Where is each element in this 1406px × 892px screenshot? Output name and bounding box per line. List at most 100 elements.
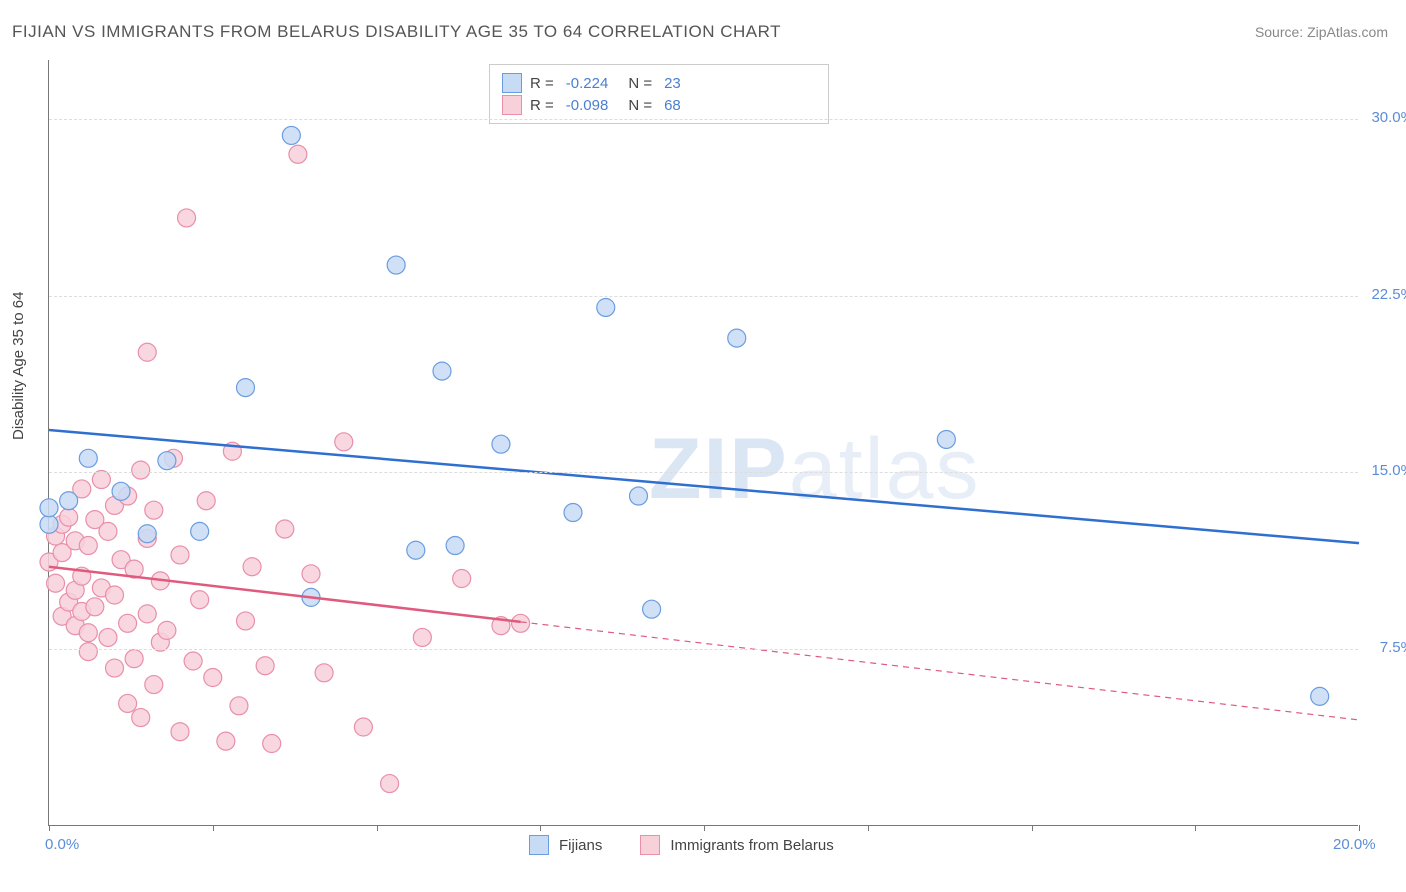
x-tick: [49, 825, 50, 831]
scatter-point: [230, 697, 248, 715]
scatter-point: [263, 735, 281, 753]
y-tick-label: 30.0%: [1371, 109, 1406, 126]
scatter-point: [407, 541, 425, 559]
scatter-point: [60, 492, 78, 510]
scatter-point: [106, 659, 124, 677]
x-tick: [704, 825, 705, 831]
scatter-point: [125, 650, 143, 668]
scatter-point: [86, 598, 104, 616]
legend-label-fijians: Fijians: [559, 837, 602, 854]
r-label: R =: [530, 75, 554, 92]
scatter-point: [145, 501, 163, 519]
y-tick-label: 7.5%: [1380, 639, 1406, 656]
x-tick-label: 0.0%: [45, 836, 79, 853]
scatter-point: [204, 669, 222, 687]
scatter-point: [171, 723, 189, 741]
legend-row-belarus: R = -0.098 N = 68: [502, 95, 816, 115]
scatter-point: [47, 574, 65, 592]
scatter-point: [145, 676, 163, 694]
scatter-point: [191, 522, 209, 540]
scatter-point: [512, 614, 530, 632]
r-label: R =: [530, 97, 554, 114]
scatter-point: [79, 624, 97, 642]
scatter-point: [335, 433, 353, 451]
x-tick: [1032, 825, 1033, 831]
series-legend: Fijians Immigrants from Belarus: [529, 835, 834, 855]
scatter-point: [728, 329, 746, 347]
scatter-point: [79, 537, 97, 555]
scatter-point: [446, 537, 464, 555]
regression-line-extrapolated: [521, 622, 1359, 720]
n-label: N =: [628, 97, 652, 114]
x-tick: [213, 825, 214, 831]
swatch-fijians: [502, 73, 522, 93]
scatter-point: [282, 126, 300, 144]
x-tick: [377, 825, 378, 831]
y-tick-label: 15.0%: [1371, 462, 1406, 479]
chart-title: FIJIAN VS IMMIGRANTS FROM BELARUS DISABI…: [12, 22, 781, 42]
scatter-point: [492, 435, 510, 453]
gridline-h: [49, 472, 1358, 473]
scatter-point: [138, 605, 156, 623]
scatter-point: [191, 591, 209, 609]
scatter-point: [937, 430, 955, 448]
scatter-point: [79, 449, 97, 467]
y-axis-label: Disability Age 35 to 64: [10, 292, 27, 440]
scatter-point: [60, 508, 78, 526]
scatter-point: [630, 487, 648, 505]
scatter-point: [354, 718, 372, 736]
scatter-point: [106, 586, 124, 604]
scatter-point: [171, 546, 189, 564]
r-value-fijians: -0.224: [566, 75, 609, 92]
n-label: N =: [628, 75, 652, 92]
scatter-point: [237, 612, 255, 630]
scatter-point: [138, 343, 156, 361]
x-tick: [540, 825, 541, 831]
swatch-belarus-bottom: [640, 835, 660, 855]
scatter-point: [256, 657, 274, 675]
x-tick: [1359, 825, 1360, 831]
n-value-fijians: 23: [664, 75, 681, 92]
scatter-point: [433, 362, 451, 380]
scatter-point: [643, 600, 661, 618]
scatter-point: [453, 570, 471, 588]
scatter-point: [243, 558, 261, 576]
scatter-point: [40, 499, 58, 517]
legend-row-fijians: R = -0.224 N = 23: [502, 73, 816, 93]
x-tick: [868, 825, 869, 831]
n-value-belarus: 68: [664, 97, 681, 114]
scatter-point: [40, 515, 58, 533]
scatter-point: [132, 461, 150, 479]
correlation-legend: R = -0.224 N = 23 R = -0.098 N = 68: [489, 64, 829, 124]
scatter-point: [597, 298, 615, 316]
scatter-point: [99, 628, 117, 646]
scatter-point: [99, 522, 117, 540]
scatter-point: [413, 628, 431, 646]
gridline-h: [49, 296, 1358, 297]
scatter-point: [138, 525, 156, 543]
source-attribution: Source: ZipAtlas.com: [1255, 24, 1388, 40]
scatter-point: [158, 621, 176, 639]
scatter-point: [178, 209, 196, 227]
scatter-plot-svg: [49, 60, 1358, 825]
regression-line: [49, 430, 1359, 543]
scatter-point: [132, 709, 150, 727]
scatter-point: [302, 565, 320, 583]
scatter-point: [217, 732, 235, 750]
scatter-point: [289, 145, 307, 163]
scatter-point: [1311, 687, 1329, 705]
scatter-point: [79, 643, 97, 661]
legend-label-belarus: Immigrants from Belarus: [670, 837, 833, 854]
scatter-point: [315, 664, 333, 682]
chart-plot-area: ZIPatlas R = -0.224 N = 23 R = -0.098 N …: [48, 60, 1358, 826]
scatter-point: [381, 775, 399, 793]
swatch-fijians-bottom: [529, 835, 549, 855]
gridline-h: [49, 119, 1358, 120]
scatter-point: [276, 520, 294, 538]
scatter-point: [119, 614, 137, 632]
gridline-h: [49, 649, 1358, 650]
scatter-point: [237, 379, 255, 397]
scatter-point: [158, 452, 176, 470]
scatter-point: [184, 652, 202, 670]
x-tick: [1195, 825, 1196, 831]
